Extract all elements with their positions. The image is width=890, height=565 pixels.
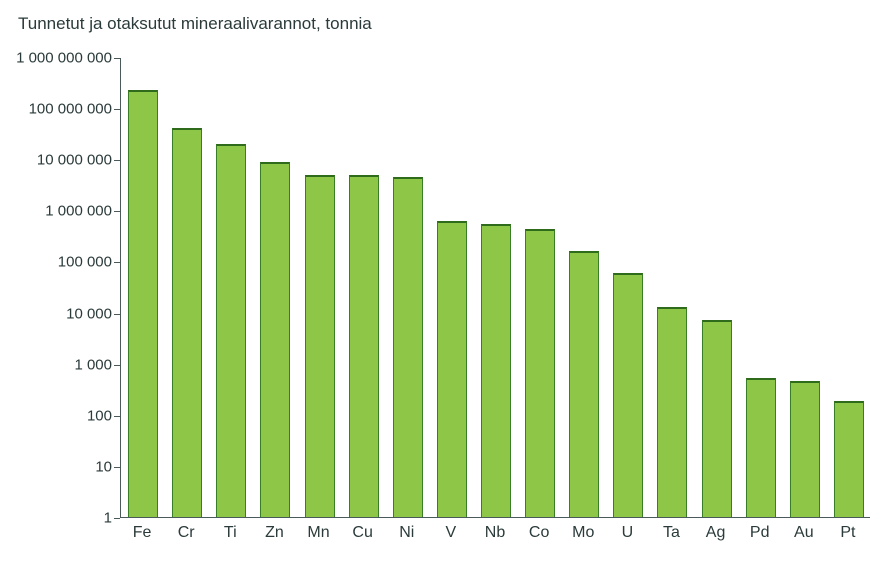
y-tick-label: 10 000 <box>2 305 112 322</box>
y-tick-mark <box>114 58 120 59</box>
x-tick-label: Cr <box>178 524 195 542</box>
y-tick-mark <box>114 467 120 468</box>
y-tick-mark <box>114 416 120 417</box>
y-tick-mark <box>114 109 120 110</box>
y-tick-label: 100 000 <box>2 254 112 271</box>
x-tick-label: U <box>622 524 634 542</box>
bar-v <box>437 221 467 517</box>
x-tick-label: Ag <box>706 524 726 542</box>
bar-pt <box>834 401 864 517</box>
x-tick-label: Nb <box>485 524 505 542</box>
y-tick-label: 1 000 <box>2 356 112 373</box>
x-tick-label: Zn <box>265 524 284 542</box>
x-tick-label: Mo <box>572 524 594 542</box>
bar-ta <box>657 307 687 517</box>
y-tick-label: 100 000 000 <box>2 101 112 118</box>
y-tick-label: 100 <box>2 407 112 424</box>
y-tick-label: 10 <box>2 458 112 475</box>
x-tick-label: Ta <box>663 524 680 542</box>
chart-title: Tunnetut ja otaksutut mineraalivarannot,… <box>18 14 372 34</box>
bar-pd <box>746 378 776 517</box>
y-tick-label: 1 000 000 000 <box>2 50 112 67</box>
bar-fe <box>128 90 158 517</box>
bar-mn <box>305 175 335 517</box>
bar-zn <box>260 162 290 517</box>
x-tick-label: V <box>446 524 457 542</box>
x-tick-label: Fe <box>133 524 152 542</box>
y-tick-mark <box>114 160 120 161</box>
x-tick-label: Ni <box>399 524 414 542</box>
bar-ti <box>216 144 246 517</box>
bar-u <box>613 273 643 517</box>
y-tick-mark <box>114 314 120 315</box>
y-tick-mark <box>114 518 120 519</box>
y-tick-mark <box>114 211 120 212</box>
bar-cu <box>349 175 379 517</box>
bar-mo <box>569 251 599 517</box>
bar-nb <box>481 224 511 517</box>
bar-ni <box>393 177 423 517</box>
x-tick-label: Pd <box>750 524 770 542</box>
y-tick-label: 1 <box>2 510 112 527</box>
mineral-reserves-chart: Tunnetut ja otaksutut mineraalivarannot,… <box>0 0 890 565</box>
bar-cr <box>172 128 202 517</box>
y-tick-mark <box>114 262 120 263</box>
x-tick-label: Mn <box>307 524 329 542</box>
x-tick-label: Pt <box>840 524 855 542</box>
y-tick-label: 1 000 000 <box>2 203 112 220</box>
plot-area <box>120 58 870 518</box>
x-tick-label: Cu <box>352 524 372 542</box>
bar-co <box>525 229 555 517</box>
x-tick-label: Ti <box>224 524 237 542</box>
bar-au <box>790 381 820 517</box>
y-tick-mark <box>114 365 120 366</box>
x-tick-label: Au <box>794 524 814 542</box>
x-tick-label: Co <box>529 524 549 542</box>
y-tick-label: 10 000 000 <box>2 152 112 169</box>
bar-ag <box>702 320 732 517</box>
